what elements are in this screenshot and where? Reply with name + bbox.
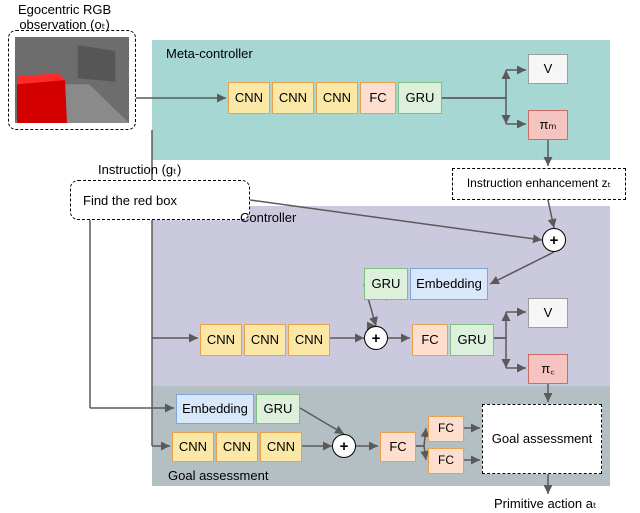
- controller-policy-head: π꜀: [528, 354, 568, 384]
- instruction-enhancement-box: Instruction enhancement zₜ: [452, 168, 626, 200]
- ga-cnn-3: CNN: [260, 432, 302, 462]
- controller-gru: GRU: [450, 324, 494, 356]
- controller-fc: FC: [412, 324, 448, 356]
- controller-label: Controller: [240, 210, 296, 225]
- controller-value-head: V: [528, 298, 568, 328]
- ga-cnn-2: CNN: [216, 432, 258, 462]
- meta-controller-label: Meta-controller: [166, 46, 253, 61]
- instruction-box: Find the red box: [70, 180, 250, 220]
- ga-fc-lower: FC: [428, 448, 464, 474]
- meta-policy-head: πₘ: [528, 110, 568, 140]
- ego-observation-box: [8, 30, 136, 130]
- controller-gru-top: GRU: [364, 268, 408, 300]
- ga-cnn-1: CNN: [172, 432, 214, 462]
- ga-embedding: Embedding: [176, 394, 254, 424]
- diagram-stage: Egocentric RGB observation (oₜ) Instructi…: [0, 0, 640, 513]
- ga-gru: GRU: [256, 394, 300, 424]
- controller-concat-top: +: [542, 228, 566, 252]
- meta-cnn-3: CNN: [316, 82, 358, 114]
- goal-assessment-label: Goal assessment: [168, 468, 268, 483]
- goal-assessment-output: Goal assessment: [482, 404, 602, 474]
- controller-cnn-1: CNN: [200, 324, 242, 356]
- meta-fc: FC: [360, 82, 396, 114]
- controller-embedding-top: Embedding: [410, 268, 488, 300]
- ga-fc: FC: [380, 432, 416, 462]
- meta-gru: GRU: [398, 82, 442, 114]
- controller-cnn-3: CNN: [288, 324, 330, 356]
- meta-cnn-2: CNN: [272, 82, 314, 114]
- controller-concat-main: +: [364, 326, 388, 350]
- ga-fc-upper: FC: [428, 416, 464, 442]
- instruction-title: Instruction (gₜ): [98, 162, 181, 178]
- primitive-action-label: Primitive action aₜ: [494, 496, 597, 512]
- ego-observation-label: Egocentric RGB observation (oₜ): [18, 2, 111, 33]
- controller-cnn-2: CNN: [244, 324, 286, 356]
- ga-concat: +: [332, 434, 356, 458]
- meta-cnn-1: CNN: [228, 82, 270, 114]
- meta-value-head: V: [528, 54, 568, 84]
